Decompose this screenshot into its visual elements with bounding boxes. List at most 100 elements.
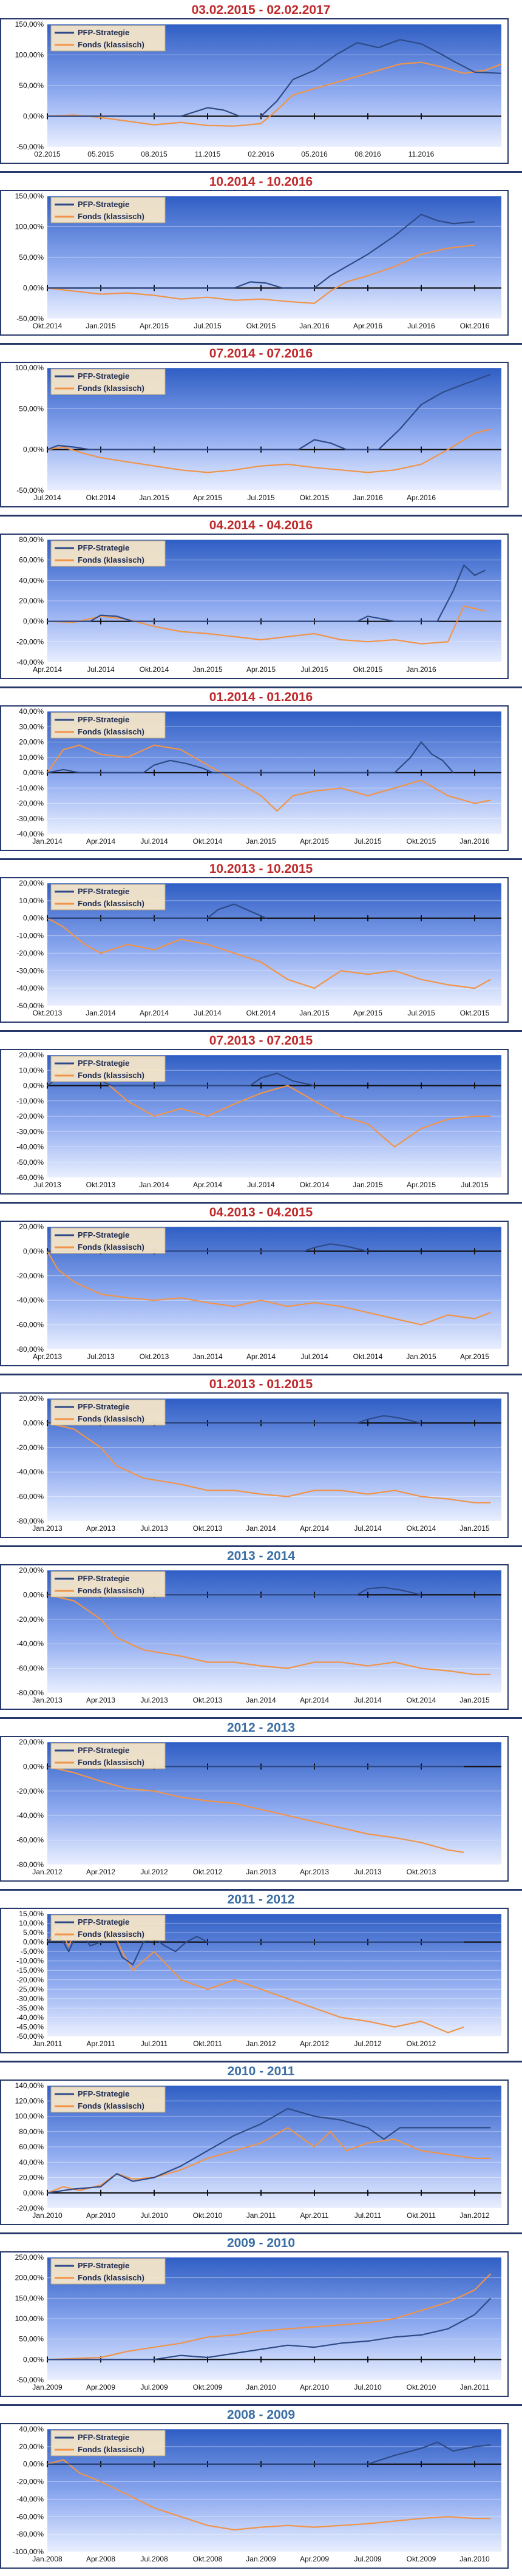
chart-panel: 07.2014 - 07.2016 100,00% 50,00% 0,00% -50,0…: [0, 345, 522, 515]
y-tick-label: 0,00%: [23, 284, 44, 293]
y-tick-label: 200,00%: [15, 2274, 44, 2282]
x-tick-label: Apr.2015: [460, 1352, 489, 1361]
y-tick-label: 40,00%: [19, 707, 44, 716]
chart-title: 03.02.2015 - 02.02.2017: [191, 3, 331, 17]
series-line-pfp-strategie: [47, 1243, 368, 1252]
y-tick-label: 60,00%: [19, 2143, 44, 2151]
y-tick-label: -60,00%: [16, 1173, 44, 1182]
legend-label: PFP-Strategie: [78, 1917, 129, 1927]
x-tick-label: Okt.2013: [193, 1524, 223, 1533]
legend-label: PFP-Strategie: [78, 28, 129, 37]
x-tick-label: Jul.2014: [140, 837, 168, 846]
series-line-pfp-strategie: [47, 903, 267, 919]
legend-label: PFP-Strategie: [78, 200, 129, 209]
legend: PFP-Strategie Fonds (klassisch): [50, 712, 166, 739]
x-tick-label: Jan.2015: [299, 1009, 330, 1017]
x-tick-label: Apr.2010: [86, 2211, 115, 2220]
legend-box: [50, 2258, 166, 2285]
y-tick-label: 150,00%: [15, 192, 44, 200]
y-tick-label: 0,00%: [23, 1938, 44, 1947]
x-tick-label: 08.2015: [141, 150, 168, 158]
y-tick-label: -40,00%: [16, 1811, 44, 1820]
x-tick-label: Jul.2014: [247, 1181, 275, 1189]
x-tick-label: Jan.2009: [32, 2383, 63, 2391]
x-tick-label: Jan.2015: [459, 1696, 490, 1704]
x-tick-label: Okt.2014: [407, 1696, 436, 1704]
y-tick-label: 80,00%: [19, 2127, 44, 2136]
x-tick-label: Jan.2010: [459, 2555, 490, 2563]
legend-label: PFP-Strategie: [78, 2089, 129, 2098]
x-tick-label: Jan.2012: [32, 1868, 63, 1876]
y-tick-label: -60,00%: [16, 1321, 44, 1329]
legend-box: [50, 1571, 166, 1598]
x-tick-label: Okt.2011: [193, 2039, 222, 2048]
series-line-fonds-klassisch: [47, 2459, 491, 2530]
x-tick-label: Apr.2014: [193, 1181, 222, 1189]
y-tick-label: 0,00%: [23, 2460, 44, 2469]
x-tick-label: 02.2015: [34, 150, 61, 158]
x-tick-label: Jan.2014: [246, 1696, 276, 1704]
legend-box: [50, 1743, 166, 1769]
x-tick-label: 08.2016: [354, 150, 381, 158]
y-tick-label: 140,00%: [15, 2081, 44, 2090]
chart-panel: 04.2013 - 04.2015 20,00% 0,00% -20,00% -40,0…: [0, 1204, 522, 1374]
chart-panel: 10.2014 - 10.2016 150,00% 100,00% 50,00% 0,0…: [0, 173, 522, 343]
panel-separator: [0, 686, 522, 688]
x-tick-label: Jan.2016: [459, 837, 490, 846]
x-tick-label: Apr.2014: [300, 1696, 329, 1704]
y-tick-label: -10,00%: [16, 1957, 44, 1965]
y-tick-label: 20,00%: [19, 1738, 44, 1746]
y-tick-label: 0,00%: [23, 2355, 44, 2364]
x-tick-label: Jul.2013: [87, 1352, 115, 1361]
x-tick-label: Jan.2014: [192, 1352, 223, 1361]
panel-separator: [0, 1374, 522, 1375]
x-tick-label: Okt.2011: [407, 2211, 436, 2220]
legend-box: [50, 2430, 166, 2456]
x-tick-label: Okt.2014: [193, 837, 223, 846]
series-line-pfp-strategie: [47, 373, 491, 450]
chart-panel: 07.2013 - 07.2015 20,00% 10,00% 0,00% -10,00…: [0, 1032, 522, 1202]
y-tick-label: -20,00%: [16, 1272, 44, 1280]
x-tick-label: Jan.2014: [86, 1009, 116, 1017]
x-tick-label: Apr.2015: [246, 665, 276, 674]
legend: PFP-Strategie Fonds (klassisch): [50, 1399, 166, 1426]
panel-separator: [0, 858, 522, 860]
series-line-fonds-klassisch: [47, 1422, 491, 1503]
y-tick-label: -50,00%: [16, 486, 44, 495]
x-tick-label: Apr.2014: [300, 1524, 329, 1533]
x-tick-label: Apr.2015: [140, 322, 169, 330]
y-tick-label: -40,00%: [16, 1296, 44, 1304]
x-tick-label: 02.2016: [248, 150, 274, 158]
y-tick-label: 20,00%: [19, 1222, 44, 1231]
y-tick-label: -40,00%: [16, 984, 44, 992]
y-tick-label: -20,00%: [16, 1787, 44, 1795]
y-tick-label: 50,00%: [19, 253, 44, 262]
series-line-fonds-klassisch: [47, 61, 502, 127]
y-tick-label: -10,00%: [16, 784, 44, 792]
series-line-pfp-strategie: [47, 2441, 491, 2465]
y-tick-label: 10,00%: [19, 897, 44, 905]
y-tick-label: 20,00%: [19, 1394, 44, 1403]
x-tick-label: Apr.2015: [300, 837, 329, 846]
x-tick-label: Apr.2014: [140, 1009, 169, 1017]
line-chart: 20,00%0,00%-20,00%-40,00%-60,00%-80,00%J…: [0, 1736, 509, 1882]
x-tick-label: Jan.2015: [192, 665, 223, 674]
x-tick-label: Okt.2008: [193, 2555, 223, 2563]
legend: PFP-Strategie Fonds (klassisch): [50, 1227, 166, 1254]
x-tick-label: Okt.2015: [300, 493, 330, 502]
y-tick-label: -60,00%: [16, 1836, 44, 1845]
series-line-pfp-strategie: [47, 1587, 422, 1596]
y-tick-label: 50,00%: [19, 404, 44, 413]
panel-separator: [0, 1030, 522, 1032]
y-tick-label: -20,00%: [16, 799, 44, 808]
y-tick-label: -10,00%: [16, 932, 44, 940]
y-tick-label: 100,00%: [15, 364, 44, 372]
x-tick-label: 05.2016: [301, 150, 328, 158]
x-tick-label: Okt.2012: [407, 2039, 436, 2048]
legend-box: [50, 712, 166, 739]
y-tick-label: -50,00%: [16, 314, 44, 323]
x-tick-label: Jul.2010: [354, 2383, 382, 2391]
y-tick-label: -10,00%: [16, 1097, 44, 1105]
y-tick-label: -35,00%: [16, 2004, 44, 2012]
